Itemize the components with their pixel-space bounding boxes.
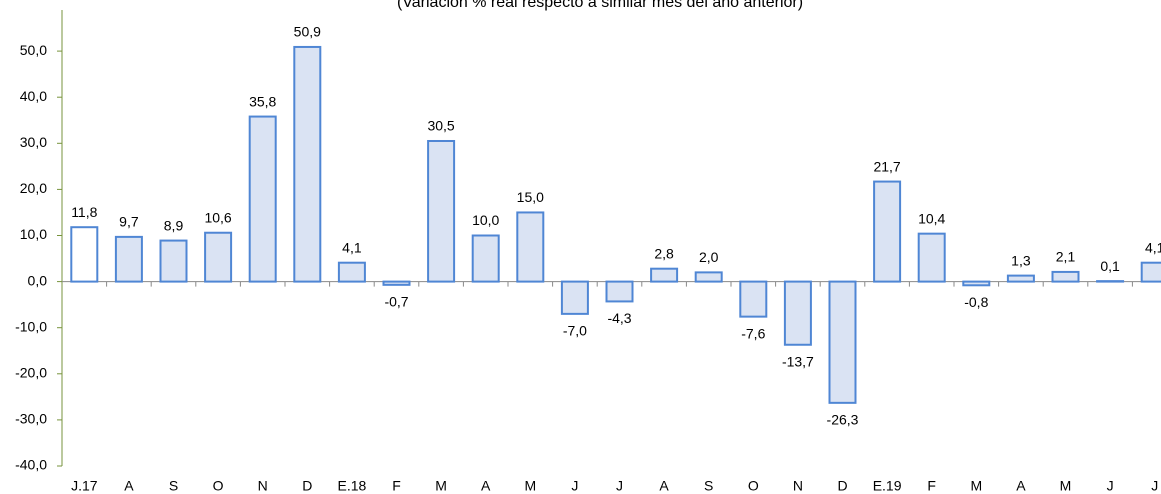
bar (204, 231, 233, 283)
x-tick-label: D (837, 478, 847, 494)
bar (159, 239, 188, 283)
y-tick-label: -20,0 (15, 365, 47, 381)
value-label: -0,8 (964, 294, 988, 310)
x-tick-label: M (1060, 478, 1072, 494)
bar (694, 271, 723, 283)
x-tick-label: S (169, 478, 178, 494)
value-label: 10,4 (918, 210, 945, 226)
value-label: 10,0 (472, 212, 499, 228)
y-tick-label: 40,0 (20, 88, 47, 104)
bar (516, 211, 545, 283)
bar (917, 232, 946, 283)
bar (1006, 274, 1035, 283)
y-tick-label: -40,0 (15, 457, 47, 473)
x-tick-label: J (571, 478, 578, 494)
bar (293, 45, 322, 283)
x-tick-label: S (704, 478, 713, 494)
bar (1140, 261, 1161, 283)
bar (605, 280, 634, 303)
x-tick-label: O (748, 478, 759, 494)
x-tick-label: A (1016, 478, 1026, 494)
x-tick-label: A (481, 478, 491, 494)
value-label: 4,1 (1145, 239, 1161, 255)
value-label: -13,7 (782, 353, 814, 369)
value-label: 30,5 (427, 118, 454, 134)
x-tick-label: F (927, 478, 936, 494)
bar (650, 267, 679, 283)
bar (114, 235, 143, 283)
bar (783, 280, 812, 346)
value-label: -0,7 (384, 294, 408, 310)
value-label: 35,8 (249, 93, 276, 109)
y-tick-label: 10,0 (20, 226, 47, 242)
x-tick-label: N (258, 478, 268, 494)
x-tick-label: A (659, 478, 669, 494)
x-tick-label: E.19 (873, 478, 902, 494)
y-tick-label: -10,0 (15, 318, 47, 334)
value-label: 11,8 (71, 204, 97, 220)
value-label: 50,9 (294, 24, 321, 40)
x-tick-label: D (302, 478, 312, 494)
value-label: -4,3 (607, 310, 631, 326)
x-tick-label: J.17 (71, 478, 98, 494)
bar (1051, 270, 1080, 283)
value-label: 4,1 (342, 239, 362, 255)
y-tick-label: -30,0 (15, 411, 47, 427)
y-tick-label: 20,0 (20, 180, 47, 196)
y-tick-label: 0,0 (28, 272, 48, 288)
bar (382, 280, 411, 286)
x-tick-label: J (616, 478, 623, 494)
value-label: -7,0 (563, 323, 587, 339)
x-tick-label: M (970, 478, 982, 494)
bar (560, 280, 589, 315)
value-label: 2,0 (699, 249, 719, 265)
bar (739, 280, 768, 318)
value-label: 21,7 (873, 158, 900, 174)
value-label: 2,8 (654, 245, 674, 261)
x-tick-label: E.18 (337, 478, 366, 494)
value-label: 15,0 (517, 189, 544, 205)
x-tick-label: N (793, 478, 803, 494)
value-label: -26,3 (827, 412, 859, 428)
x-tick-label: A (124, 478, 134, 494)
x-tick-label: M (524, 478, 536, 494)
bar (873, 180, 902, 283)
bar (471, 234, 500, 283)
value-label: 2,1 (1056, 249, 1076, 265)
x-tick-label: O (213, 478, 224, 494)
bar (427, 139, 456, 283)
value-label: 10,6 (204, 209, 231, 225)
x-tick-label: J (1107, 478, 1114, 494)
bar (828, 280, 857, 404)
x-tick-label: M (435, 478, 447, 494)
y-tick-label: 30,0 (20, 134, 47, 150)
value-label: 1,3 (1011, 252, 1031, 268)
bar (337, 261, 366, 283)
bar (962, 280, 991, 287)
value-label: 8,9 (164, 217, 184, 233)
value-label: 9,7 (119, 214, 139, 230)
x-tick-label: F (392, 478, 401, 494)
value-label: 0,1 (1100, 258, 1120, 274)
bar (70, 226, 99, 283)
x-tick-label: J (1151, 478, 1158, 494)
chart-title: (Variación % real respecto a similar mes… (397, 0, 803, 11)
y-tick-label: 50,0 (20, 42, 47, 58)
value-label: -7,6 (741, 325, 765, 341)
bar (248, 115, 277, 283)
